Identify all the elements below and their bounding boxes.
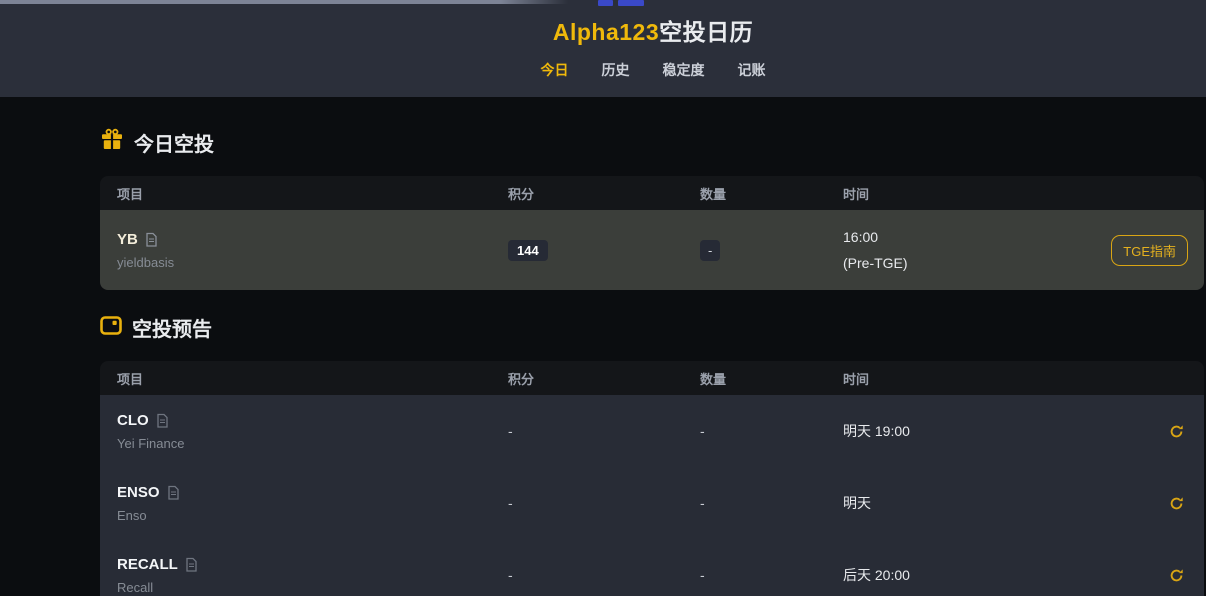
amount-value: - [700,423,705,439]
col-amount: 数量 [700,371,727,387]
header-bar: Alpha123空投日历 今日 历史 稳定度 记账 [0,0,1206,97]
document-icon[interactable] [167,485,180,500]
refresh-icon[interactable] [1169,424,1204,439]
brand-name: Alpha123 [552,19,660,45]
preview-section-title: 空投预告 [100,313,1204,342]
project-subname: yieldbasis [117,254,175,270]
amount-badge: - [700,239,721,261]
tab-today[interactable]: 今日 [540,62,569,78]
col-time: 时间 [843,186,870,202]
today-section-label: 今日空投 [134,133,214,156]
preview-section-label: 空投预告 [132,319,212,341]
project-subname: Recall [117,579,154,595]
preview-table-body: CLO Yei Finance - - 明天 19:00 ENSO [100,395,1204,596]
col-time: 时间 [843,371,870,387]
clipped-top-link[interactable] [598,0,644,7]
document-icon[interactable] [145,232,158,247]
clipped-top-strip [0,0,568,4]
project-name: ENSO [117,483,160,501]
document-icon[interactable] [156,413,169,428]
col-points: 积分 [508,186,535,202]
time-value: 明天 [843,495,871,511]
preview-table-header: 项目 积分 数量 时间 [100,361,1204,395]
tab-accounting[interactable]: 记账 [737,62,766,78]
table-row: RECALL Recall - - 后天 20:00 [100,539,1204,596]
project-subname: Yei Finance [117,435,185,451]
time-value: 明天 19:00 [843,423,910,439]
time-value: 后天 20:00 [843,567,910,583]
points-badge: 144 [508,239,548,261]
amount-value: - [700,495,705,511]
project-name: RECALL [117,555,178,573]
table-row: ENSO Enso - - 明天 [100,467,1204,539]
tab-stability[interactable]: 稳定度 [662,62,705,78]
table-row: CLO Yei Finance - - 明天 19:00 [100,395,1204,467]
tab-history[interactable]: 历史 [601,62,630,78]
table-row: YB yieldbasis 144 - 16:00 (Pre-TGE) TGE指… [100,210,1204,290]
time-value: 16:00 [843,229,879,245]
col-amount: 数量 [700,186,727,202]
main-content: 今日空投 项目 积分 数量 时间 YB yieldbasis 144 - 16:… [0,97,1206,596]
refresh-icon[interactable] [1169,568,1204,583]
main-nav: 今日 历史 稳定度 记账 [100,60,1206,80]
project-name: CLO [117,411,149,429]
points-value: - [508,495,513,511]
project-name: YB [117,230,138,248]
refresh-icon[interactable] [1169,496,1204,511]
points-value: - [508,567,513,583]
col-points: 积分 [508,371,535,387]
points-value: - [508,423,513,439]
today-table-header: 项目 积分 数量 时间 [100,176,1204,210]
document-icon[interactable] [185,557,198,572]
gift-icon [100,127,124,157]
title-suffix: 空投日历 [659,19,754,45]
page-title: Alpha123空投日历 [100,13,1206,47]
col-project: 项目 [117,371,144,387]
amount-value: - [700,567,705,583]
time-stage: (Pre-TGE) [843,255,908,271]
col-project: 项目 [117,186,144,202]
calendar-icon [100,314,122,342]
project-subname: Enso [117,507,147,523]
tge-guide-button[interactable]: TGE指南 [1111,234,1188,266]
today-section-title: 今日空投 [100,127,1204,157]
